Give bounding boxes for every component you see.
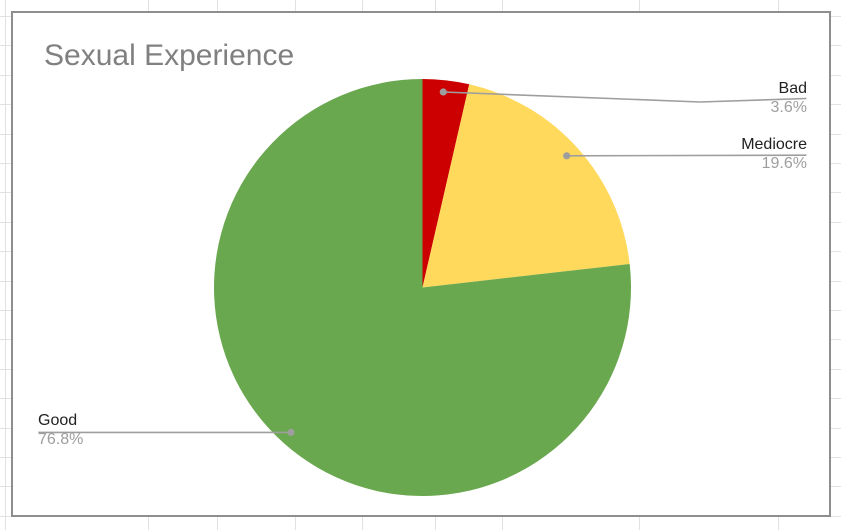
leader-dot xyxy=(439,88,447,96)
pie-label-mediocre: Mediocre 19.6% xyxy=(741,135,807,173)
pie-label-bad-name: Bad xyxy=(778,80,807,97)
pie-label-good-name: Good xyxy=(38,412,78,429)
leader-line xyxy=(443,91,807,103)
pie-slice-mediocre[interactable] xyxy=(422,84,630,288)
pie-label-good: Good 76.8% xyxy=(38,411,83,449)
leader-dot xyxy=(287,428,295,436)
pie-slice-bad[interactable] xyxy=(422,79,470,288)
pie-label-bad: Bad 3.6% xyxy=(771,79,807,117)
pie-label-good-percent: 76.8% xyxy=(38,431,84,448)
grid-line xyxy=(5,0,6,530)
leader-dot xyxy=(563,152,571,160)
chart-title: Sexual Experience xyxy=(44,39,295,72)
pie-label-mediocre-name: Mediocre xyxy=(741,136,807,153)
leader-line xyxy=(566,154,807,157)
pie-slice-good[interactable] xyxy=(214,79,632,496)
pie-label-mediocre-percent: 19.6% xyxy=(761,155,807,172)
pie-label-bad-percent: 3.6% xyxy=(770,99,807,116)
